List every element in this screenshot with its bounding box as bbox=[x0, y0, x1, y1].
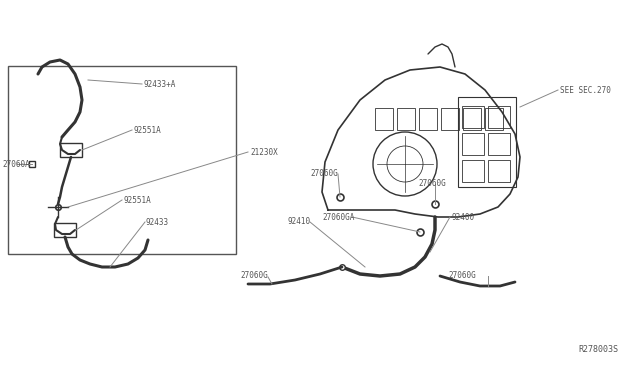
Text: 27060G: 27060G bbox=[240, 272, 268, 280]
Text: SEE SEC.270: SEE SEC.270 bbox=[560, 86, 611, 94]
Bar bbox=[441, 108, 459, 130]
Bar bbox=[488, 106, 510, 128]
Bar bbox=[375, 108, 393, 130]
Bar bbox=[462, 133, 484, 155]
Bar bbox=[54, 223, 76, 237]
Text: 21230X: 21230X bbox=[250, 148, 278, 157]
Bar bbox=[485, 108, 503, 130]
Text: 92400: 92400 bbox=[451, 212, 474, 221]
Text: 27060A: 27060A bbox=[2, 160, 29, 169]
Text: 27060G: 27060G bbox=[448, 272, 476, 280]
Bar bbox=[458, 97, 516, 187]
Text: 92433+A: 92433+A bbox=[143, 80, 175, 89]
Bar bbox=[8, 66, 236, 254]
Text: 92551A: 92551A bbox=[123, 196, 151, 205]
Bar bbox=[488, 133, 510, 155]
Bar bbox=[419, 108, 437, 130]
Bar bbox=[397, 108, 415, 130]
Text: 92433: 92433 bbox=[146, 218, 169, 227]
Text: 27060G: 27060G bbox=[418, 179, 445, 187]
Bar bbox=[462, 160, 484, 182]
Text: 27060GA: 27060GA bbox=[322, 212, 355, 221]
Bar bbox=[60, 143, 82, 157]
Text: 27060G: 27060G bbox=[310, 169, 338, 177]
Bar bbox=[488, 160, 510, 182]
Text: R278003S: R278003S bbox=[578, 345, 618, 354]
Bar bbox=[463, 108, 481, 130]
Bar bbox=[462, 106, 484, 128]
Text: 92551A: 92551A bbox=[133, 125, 161, 135]
Text: 92410: 92410 bbox=[288, 217, 311, 225]
